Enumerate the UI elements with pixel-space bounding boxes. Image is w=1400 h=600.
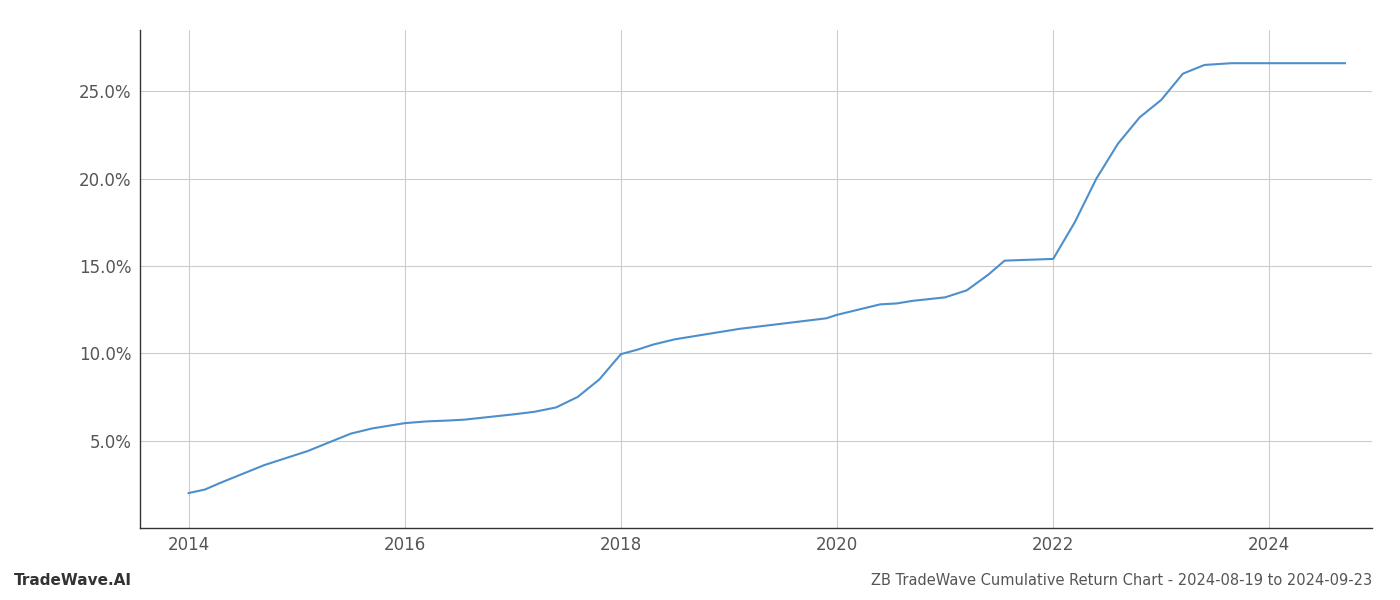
Text: ZB TradeWave Cumulative Return Chart - 2024-08-19 to 2024-09-23: ZB TradeWave Cumulative Return Chart - 2… [871, 573, 1372, 588]
Text: TradeWave.AI: TradeWave.AI [14, 573, 132, 588]
